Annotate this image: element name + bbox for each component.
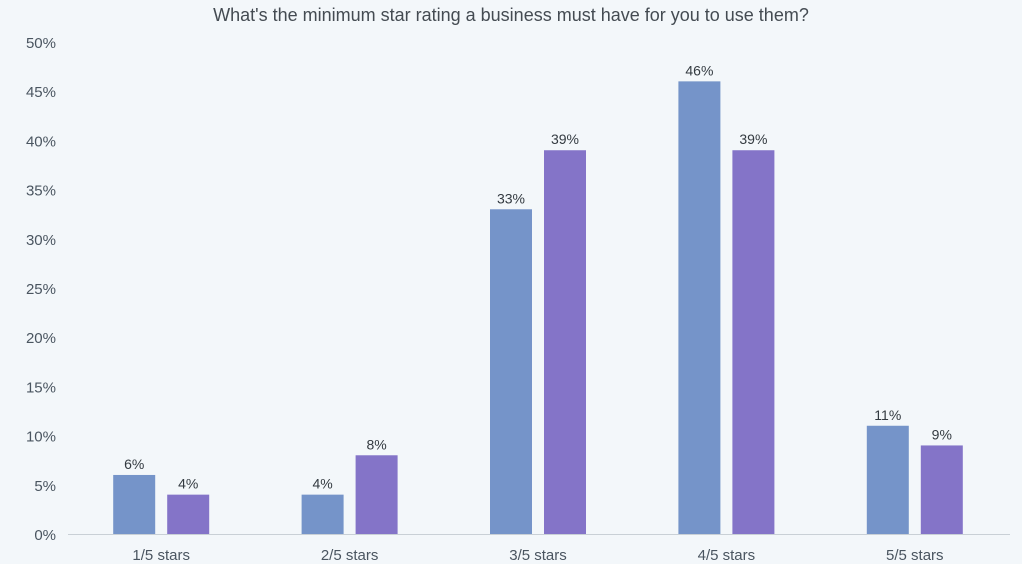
bar-data-label: 46% [685,62,713,78]
x-tick-label: 1/5 stars [132,547,190,564]
bar-data-label: 33% [497,190,525,206]
y-axis: 0% 5% 10% 15% 20% 25% 30% 35% 40% 45% 50% [26,35,56,544]
bar-series1-4 [678,81,721,535]
bar-series2-5 [920,445,963,534]
bar-data-label: 6% [124,456,144,472]
x-tick-label: 2/5 stars [321,547,379,564]
bar-series1-1 [113,474,156,534]
bar-data-label: 8% [366,436,386,452]
bar-data-label: 39% [739,131,767,147]
bar-series1-3 [490,209,532,534]
x-axis: 1/5 stars 2/5 stars 3/5 stars 4/5 stars 5/5 … [132,547,943,564]
bar-series2-3 [544,150,586,535]
y-tick-label: 50% [26,35,56,52]
y-tick-label: 25% [26,281,56,298]
bar-data-label: 4% [312,476,332,492]
x-tick-label: 3/5 stars [509,547,567,564]
bar-data-label: 4% [178,476,198,492]
y-tick-label: 15% [26,379,56,396]
y-tick-label: 5% [34,478,56,495]
bar-series2-2 [355,455,398,534]
bar-series1-5 [866,425,909,534]
bar-data-label: 11% [874,407,901,423]
bar-data-label: 9% [932,426,952,442]
x-tick-label: 5/5 stars [886,547,944,564]
y-tick-label: 20% [26,330,56,347]
y-tick-label: 10% [26,429,56,446]
bars: 6% 4% 4% 8% 33% 39% 46% 39% 11% 9% [113,62,963,535]
y-tick-label: 35% [26,183,56,200]
y-tick-label: 30% [26,232,56,249]
chart-title: What's the minimum star rating a busines… [213,5,809,25]
bar-series2-4 [732,150,775,535]
bar-series1-2 [301,494,344,534]
y-tick-label: 0% [34,527,56,544]
y-tick-label: 45% [26,84,56,101]
x-tick-label: 4/5 stars [698,547,756,564]
bar-series2-1 [167,494,210,534]
y-tick-label: 40% [26,133,56,150]
bar-data-label: 39% [551,131,579,147]
